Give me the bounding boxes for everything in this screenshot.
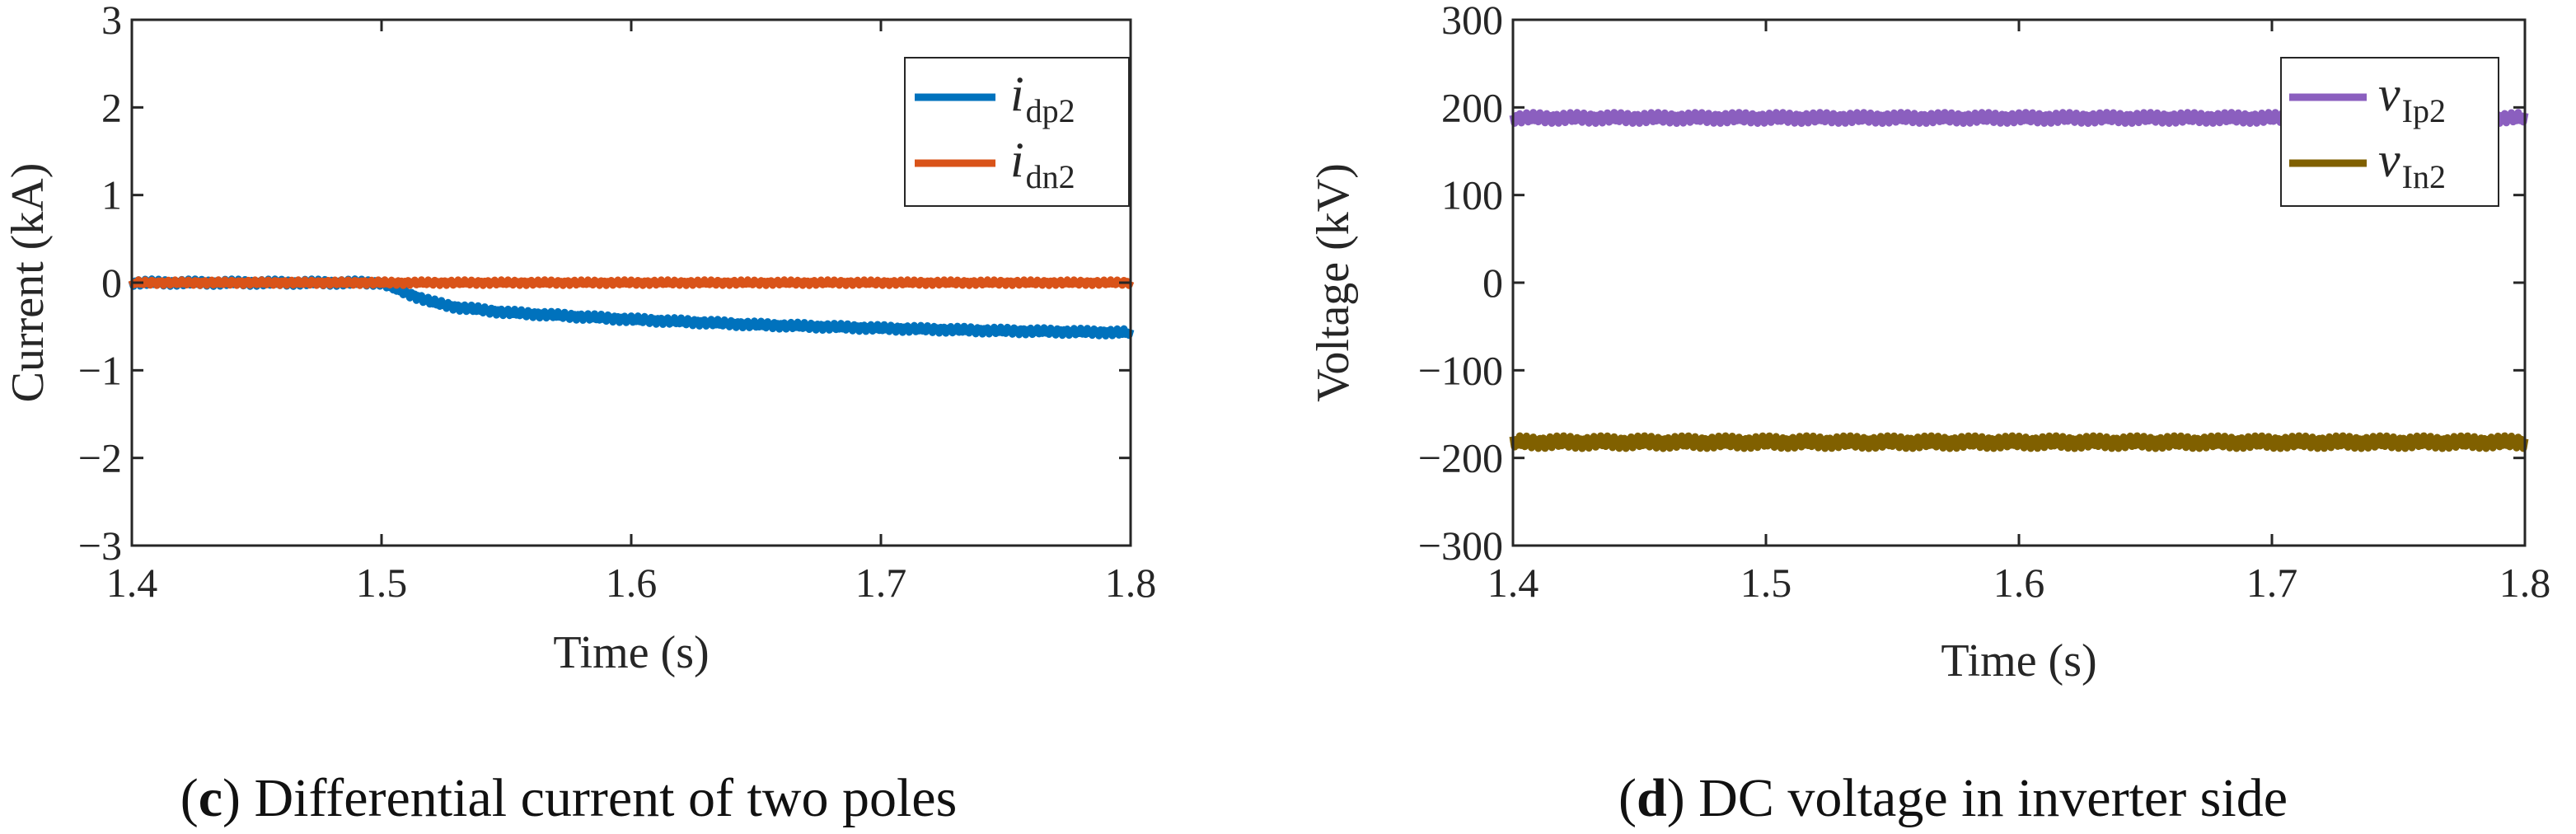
chart-c-y-tick-label: 1 xyxy=(101,172,122,218)
chart-c-y-tick-label: 0 xyxy=(101,260,122,306)
chart-c-legend: idp2 idn2 xyxy=(904,57,1130,207)
chart-d-x-tick-label: 1.8 xyxy=(2499,560,2551,606)
chart-d: 1.4 1.5 1.6 1.7 1.8 −300 −200 −100 0 100 200 300 T… xyxy=(1308,0,2550,828)
chart-d-y-tick-label: −300 xyxy=(1418,522,1503,569)
chart-c-y-axis-label: Current (kA) xyxy=(2,163,54,403)
chart-c-x-tick-label: 1.7 xyxy=(855,560,907,606)
chart-d-y-ticks: −300 −200 −100 0 100 200 300 xyxy=(1418,0,2525,569)
chart-d-y-tick-label: 200 xyxy=(1441,84,1503,130)
chart-c-series-dn2-line xyxy=(128,276,1135,289)
chart-d-y-tick-label: 0 xyxy=(1482,260,1503,306)
chart-d-y-tick-label: 100 xyxy=(1441,172,1503,218)
chart-d-y-axis-label: Voltage (kV) xyxy=(1308,163,1359,402)
chart-c-y-ticks: −3 −2 −1 0 1 2 3 xyxy=(78,0,1131,569)
chart-c-x-tick-label: 1.6 xyxy=(606,560,658,606)
chart-c-x-tick-label: 1.5 xyxy=(356,560,408,606)
chart-d-y-tick-label: 300 xyxy=(1441,0,1503,43)
chart-c-y-tick-label: −1 xyxy=(78,347,122,393)
chart-d-x-tick-label: 1.5 xyxy=(1740,560,1792,606)
chart-d-x-tick-label: 1.6 xyxy=(1993,560,2045,606)
chart-c-x-ticks: 1.4 1.5 1.6 1.7 1.8 xyxy=(106,20,1157,606)
chart-c-x-tick-label: 1.4 xyxy=(106,560,158,606)
chart-d-legend-label-vip2: vIp2 xyxy=(2378,67,2446,129)
chart-d-legend-box xyxy=(2280,57,2499,207)
chart-c-y-tick-label: 2 xyxy=(101,84,122,130)
chart-c-caption: (c) Differential current of two poles xyxy=(180,768,958,828)
chart-d-x-tick-label: 1.4 xyxy=(1487,560,1539,606)
chart-d-legend: vIp2 vIn2 xyxy=(2280,57,2499,207)
chart-c-x-axis-label: Time (s) xyxy=(553,627,709,678)
chart-c-legend-label-idp2: idp2 xyxy=(1010,67,1075,129)
chart-c-y-tick-label: −2 xyxy=(78,435,122,481)
chart-c-x-tick-label: 1.8 xyxy=(1105,560,1157,606)
chart-d-caption: (d) DC voltage in inverter side xyxy=(1618,768,2288,828)
chart-c-legend-label-idn2: idn2 xyxy=(1010,133,1075,195)
chart-d-series-in2-line xyxy=(1509,432,2529,452)
chart-d-legend-label-vin2: vIn2 xyxy=(2378,133,2446,195)
chart-d-x-tick-label: 1.7 xyxy=(2246,560,2298,606)
chart-c-series-layer xyxy=(128,275,1135,340)
chart-d-y-tick-label: −100 xyxy=(1418,347,1503,393)
chart-c: 1.4 1.5 1.6 1.7 1.8 −3 −2 −1 0 1 2 3 Time (s) Curr… xyxy=(2,0,1156,828)
chart-c-y-tick-label: 3 xyxy=(101,0,122,43)
chart-d-x-ticks: 1.4 1.5 1.6 1.7 1.8 xyxy=(1487,20,2551,606)
chart-d-y-tick-label: −200 xyxy=(1418,435,1503,481)
chart-c-legend-box xyxy=(904,57,1130,207)
chart-c-y-tick-label: −3 xyxy=(78,522,122,569)
chart-d-x-axis-label: Time (s) xyxy=(1941,635,2096,686)
